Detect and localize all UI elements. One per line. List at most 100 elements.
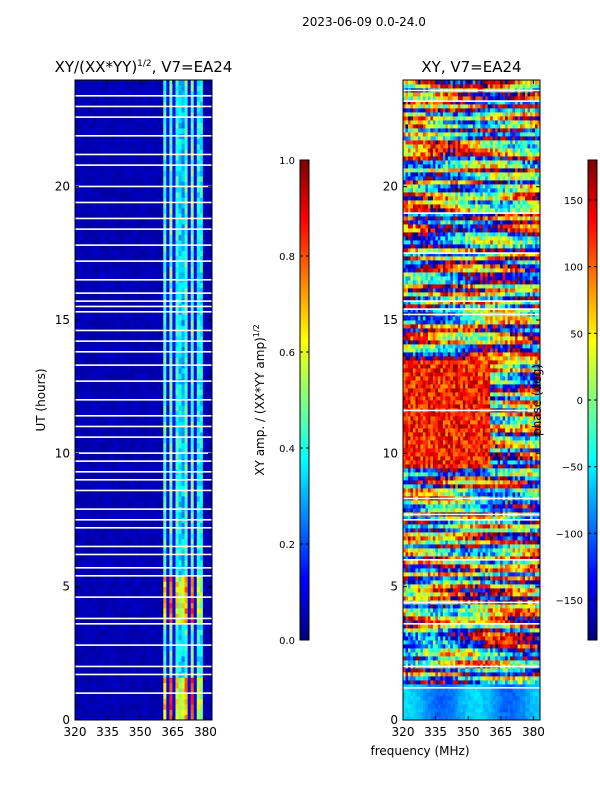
heatmap-cell xyxy=(178,154,182,161)
heatmap-cell xyxy=(111,682,115,689)
heatmap-cell xyxy=(151,330,155,337)
heatmap-cell xyxy=(208,389,212,396)
heatmap-cell xyxy=(117,586,122,593)
heatmap-cell xyxy=(181,394,185,401)
heatmap-cell xyxy=(157,368,161,374)
heatmap-cell xyxy=(93,618,97,625)
heatmap-cell xyxy=(90,245,94,252)
heatmap-cell xyxy=(148,645,152,652)
heatmap-cell xyxy=(187,437,192,444)
heatmap-cell xyxy=(114,549,119,556)
heatmap-cell xyxy=(151,597,155,604)
heatmap-cell xyxy=(190,400,195,406)
heatmap-cell xyxy=(154,586,158,593)
heatmap-cell xyxy=(208,373,212,380)
heatmap-cell xyxy=(145,234,149,241)
heatmap-cell xyxy=(172,394,176,401)
heatmap-cell xyxy=(105,522,109,529)
heatmap-cell xyxy=(178,709,182,716)
heatmap-cell xyxy=(138,453,143,460)
heatmap-cell xyxy=(175,240,179,246)
heatmap-cell xyxy=(145,202,149,209)
heatmap-cell xyxy=(87,192,91,198)
heatmap-cell xyxy=(78,320,82,326)
heatmap-cell xyxy=(120,485,125,492)
heatmap-cell xyxy=(190,714,195,720)
heatmap-cell xyxy=(117,682,122,689)
heatmap-cell xyxy=(178,192,182,198)
heatmap-cell xyxy=(132,293,137,300)
heatmap-cell xyxy=(99,597,103,604)
heatmap-cell xyxy=(135,480,140,486)
heatmap-cell xyxy=(78,405,82,412)
heatmap-cell xyxy=(154,688,158,694)
heatmap-cell xyxy=(96,533,100,540)
heatmap-cell xyxy=(205,357,210,364)
heatmap-cell xyxy=(166,240,170,246)
heatmap-cell xyxy=(184,480,189,486)
heatmap-cell xyxy=(154,437,158,444)
heatmap-cell xyxy=(154,714,158,720)
heatmap-cell xyxy=(175,693,179,700)
heatmap-cell xyxy=(102,165,106,172)
heatmap-cell xyxy=(102,576,106,582)
heatmap-cell xyxy=(208,341,212,348)
heatmap-cell xyxy=(126,640,131,646)
heatmap-cell xyxy=(93,229,97,236)
heatmap-cell xyxy=(96,336,100,342)
heatmap-cell xyxy=(163,442,167,449)
heatmap-cell xyxy=(196,170,201,177)
heatmap-cell xyxy=(160,453,164,460)
heatmap-cell xyxy=(169,357,173,364)
heatmap-cell xyxy=(205,405,210,412)
heatmap-cell xyxy=(145,336,149,342)
heatmap-cell xyxy=(196,645,201,652)
heatmap-cell xyxy=(196,522,201,529)
heatmap-cell xyxy=(114,490,119,497)
heatmap-cell xyxy=(193,357,198,364)
heatmap-cell xyxy=(87,128,91,134)
heatmap-cell xyxy=(114,592,119,598)
heatmap-cell xyxy=(151,554,155,561)
heatmap-cell xyxy=(145,208,149,214)
heatmap-cell xyxy=(90,165,94,172)
heatmap-cell xyxy=(178,698,182,705)
heatmap-cell xyxy=(87,608,91,614)
heatmap-cell xyxy=(178,138,182,145)
heatmap-cell xyxy=(166,714,170,720)
heatmap-cell xyxy=(111,538,115,545)
heatmap-cell xyxy=(123,714,128,720)
heatmap-cell xyxy=(154,464,158,470)
heatmap-cell xyxy=(178,496,182,502)
heatmap-cell xyxy=(184,634,189,641)
heatmap-cell xyxy=(151,490,155,497)
heatmap-cell xyxy=(190,368,195,374)
heatmap-cell xyxy=(160,496,164,502)
heatmap-cell xyxy=(99,698,103,705)
heatmap-cell xyxy=(151,266,155,273)
heatmap-cell xyxy=(78,714,82,720)
heatmap-cell xyxy=(151,149,155,156)
heatmap-cell xyxy=(148,709,152,716)
heatmap-cell xyxy=(96,368,100,374)
heatmap-cell xyxy=(123,624,128,630)
heatmap-cell xyxy=(84,522,88,529)
heatmap-cell xyxy=(184,432,189,438)
heatmap-cell xyxy=(108,410,112,417)
heatmap-cell xyxy=(99,501,103,508)
heatmap-cell xyxy=(196,208,201,214)
heatmap-cell xyxy=(138,128,143,134)
heatmap-cell xyxy=(196,432,201,438)
heatmap-cell xyxy=(181,437,185,444)
heatmap-cell xyxy=(129,661,134,668)
heatmap-cell xyxy=(193,650,198,657)
heatmap-cell xyxy=(160,512,164,518)
heatmap-cell xyxy=(108,320,112,326)
heatmap-cell xyxy=(114,554,119,561)
heatmap-cell xyxy=(108,448,112,454)
heatmap-cell xyxy=(138,138,143,145)
heatmap-cell xyxy=(163,618,167,625)
heatmap-cell xyxy=(123,693,128,700)
heatmap-cell xyxy=(172,346,176,353)
heatmap-cell xyxy=(187,709,192,716)
